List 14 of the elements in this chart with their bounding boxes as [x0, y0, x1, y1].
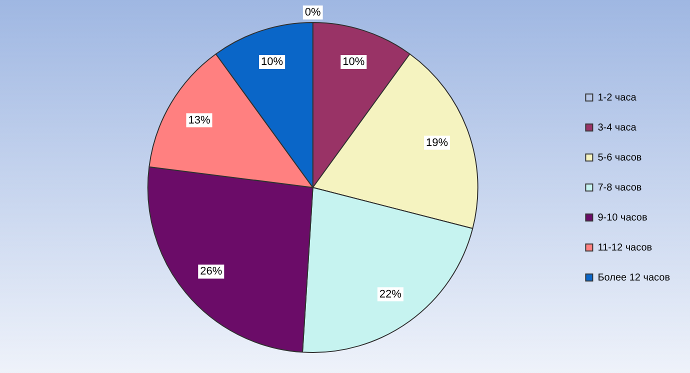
legend-label: Более 12 часов [598, 272, 670, 284]
data-label: 26% [200, 266, 222, 278]
legend-label: 1-2 часа [598, 92, 637, 104]
data-label: 10% [261, 56, 284, 68]
legend-label: 11-12 часов [598, 242, 652, 254]
data-label: 19% [426, 136, 448, 149]
legend-label: 9-10 часов [598, 212, 648, 224]
data-label: 22% [379, 288, 402, 300]
legend-label: 5-6 часов [598, 152, 642, 164]
data-label: 13% [188, 114, 210, 126]
legend-label: 7-8 часов [598, 182, 642, 194]
data-label: 10% [342, 56, 365, 68]
legend-label: 3-4 часа [598, 122, 637, 134]
text: 0% [304, 6, 321, 19]
